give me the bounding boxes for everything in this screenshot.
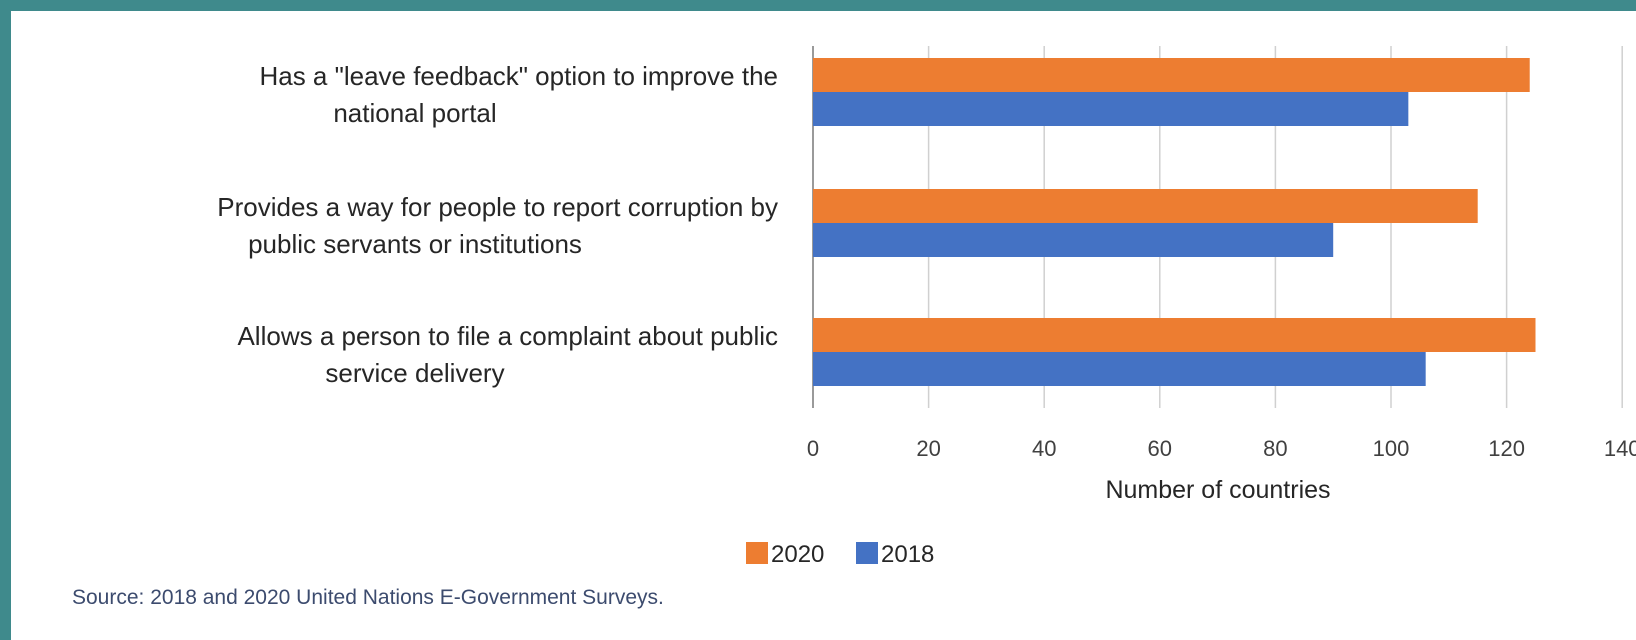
legend-label-2018: 2018 <box>881 541 934 568</box>
bar-2020-1 <box>813 58 1530 92</box>
category-label: Has a "leave feedback" option to improve… <box>259 61 778 91</box>
bar-2020-2 <box>813 189 1478 223</box>
x-tick-label: 20 <box>916 436 940 461</box>
x-axis-title: Number of countries <box>1105 476 1330 504</box>
bar-2018-3 <box>813 352 1426 386</box>
category-label: service delivery <box>325 358 504 388</box>
legend-swatch-2020 <box>746 542 768 564</box>
x-tick-label: 0 <box>807 436 819 461</box>
category-label: Provides a way for people to report corr… <box>217 192 778 222</box>
x-tick-label: 40 <box>1032 436 1056 461</box>
category-label: national portal <box>333 98 496 128</box>
x-tick-label: 140 <box>1604 436 1636 461</box>
source-note: Source: 2018 and 2020 United Nations E-G… <box>72 586 664 609</box>
bar-2018-1 <box>813 92 1409 126</box>
x-tick-label: 100 <box>1373 436 1410 461</box>
x-tick-label: 80 <box>1263 436 1287 461</box>
x-tick-label: 120 <box>1488 436 1525 461</box>
legend-swatch-2018 <box>856 542 878 564</box>
bar-2018-2 <box>813 223 1334 257</box>
category-label: public servants or institutions <box>248 229 582 259</box>
bar-2020-3 <box>813 318 1536 352</box>
category-label: Allows a person to file a complaint abou… <box>237 321 778 351</box>
x-tick-label: 60 <box>1148 436 1172 461</box>
legend-label-2020: 2020 <box>771 541 824 568</box>
